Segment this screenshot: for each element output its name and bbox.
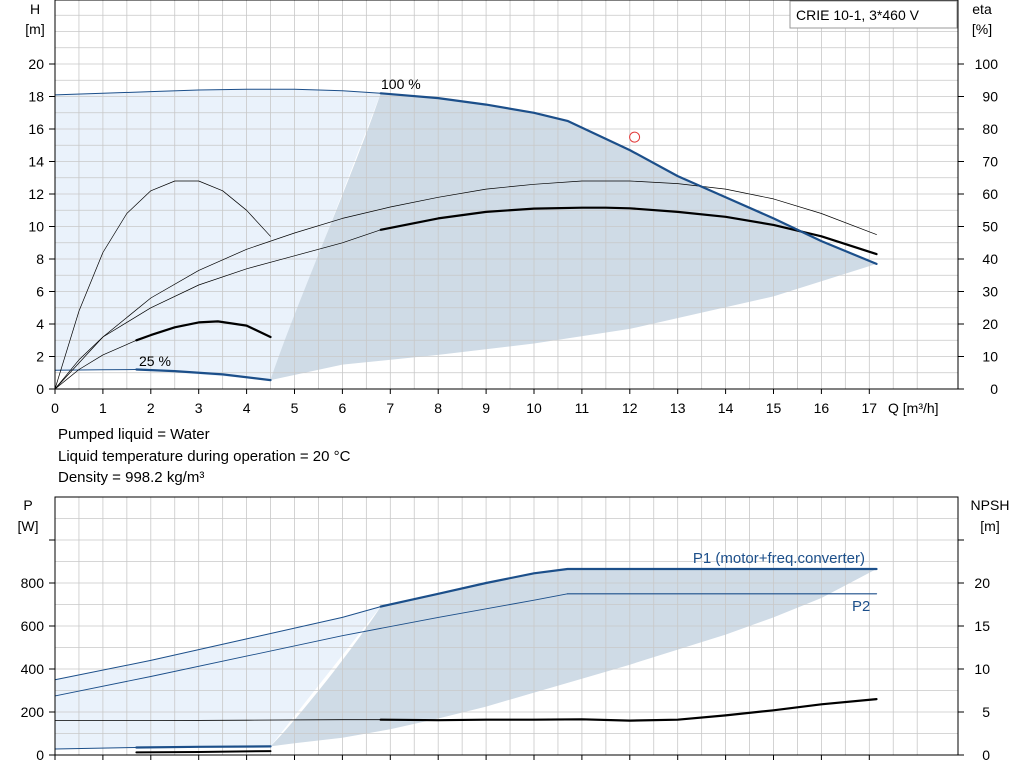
x-tick-label: 7 (386, 400, 394, 416)
bottom-dark-operating-area (270, 569, 877, 747)
x-tick-label: 6 (339, 400, 347, 416)
top-dark-operating-area (270, 93, 877, 381)
eta-curve-min (135, 320, 272, 342)
top-plot-frame (54, 0, 959, 390)
curve-label-25: 25 % (139, 353, 171, 369)
y-tick-label: 4 (36, 316, 44, 332)
eta-curve-max (379, 206, 878, 256)
x-tick-label: 1 (99, 400, 107, 416)
top-y-label-line2: [m] (25, 21, 44, 37)
y-tick-label: 20 (28, 56, 44, 72)
head-efficiency-chart: 0 1 2 3 4 5 6 7 8 9 10 11 12 13 14 15 16 1702468101214161… (25, 0, 998, 416)
y-tick-label: 0 (36, 381, 44, 397)
bottom-y2-label-line2: [m] (980, 518, 999, 534)
y2-tick-label: 30 (982, 284, 998, 300)
head-curve-min-thin (54, 369, 137, 371)
y-tick-label: 8 (36, 251, 44, 267)
y2-tick-label: 50 (982, 219, 998, 235)
curve-label-100: 100 % (381, 76, 421, 92)
head-curve-max-thin (54, 88, 382, 96)
p1-curve (379, 567, 878, 608)
legend-p1: P1 (motor+freq.converter) (693, 550, 865, 567)
x-tick-label: 3 (195, 400, 203, 416)
y2-tick-label: 90 (982, 89, 998, 105)
x-tick-label: 5 (291, 400, 299, 416)
chart-title: CRIE 10-1, 3*460 V (796, 7, 920, 23)
p-tick-label: 400 (21, 661, 45, 677)
head-curve-max (379, 92, 878, 265)
y-tick-label: 2 (36, 349, 44, 365)
npsh-tick-label: 15 (974, 618, 990, 634)
duty-point-marker (629, 131, 641, 143)
y2-tick-label: 20 (982, 316, 998, 332)
x-tick-label: 2 (147, 400, 155, 416)
x-tick-label: 9 (482, 400, 490, 416)
p2-min-curve (135, 750, 272, 754)
x-tick-label: 8 (434, 400, 442, 416)
p-tick-label: 800 (21, 575, 45, 591)
top-y-label-line1: H (30, 1, 40, 17)
x-tick-label: 15 (766, 400, 782, 416)
bottom-light-operating-area (55, 606, 381, 749)
y-tick-label: 16 (28, 121, 44, 137)
npsh-curve-thin (54, 719, 382, 721)
p-tick-label: 0 (36, 747, 44, 763)
npsh-tick-label: 20 (974, 575, 990, 591)
y2-tick-label: 0 (990, 381, 998, 397)
x-tick-label: 12 (622, 400, 638, 416)
y2-tick-label: 100 (975, 56, 999, 72)
bottom-y-label-line1: P (23, 497, 32, 513)
p1-min-curve (135, 745, 272, 749)
info-line-pumped-liquid: Pumped liquid = Water (58, 426, 210, 443)
info-line-density: Density = 998.2 kg/m³ (58, 469, 204, 486)
y-tick-label: 14 (28, 154, 44, 170)
head-curve-min (135, 368, 272, 382)
eta-curve-thin-upper (54, 180, 877, 390)
npsh-curve (379, 698, 878, 722)
y-tick-label: 18 (28, 89, 44, 105)
npsh-tick-label: 5 (982, 704, 990, 720)
x-tick-label: 13 (670, 400, 686, 416)
x-tick-label: 4 (243, 400, 251, 416)
npsh-tick-label: 10 (974, 661, 990, 677)
eta-curve-thin-small (54, 180, 271, 390)
y2-tick-label: 60 (982, 186, 998, 202)
x-tick-label: 17 (862, 400, 878, 416)
y2-tick-label: 10 (982, 349, 998, 365)
p1-curve-thin (54, 606, 382, 681)
x-tick-label: 0 (51, 400, 59, 416)
p-tick-label: 600 (21, 618, 45, 634)
x-tick-label: 14 (718, 400, 734, 416)
top-y2-label-line1: eta (972, 1, 992, 17)
p2-curve-thin (54, 593, 568, 697)
legend-p2: P2 (852, 598, 870, 615)
y-tick-label: 12 (28, 186, 44, 202)
npsh-tick-label: 0 (982, 747, 990, 763)
bottom-y-label-line2: [W] (18, 518, 39, 534)
eta-curve-min-thin (54, 339, 137, 390)
top-y2-label-line2: [%] (972, 21, 992, 37)
title-box (789, 0, 958, 29)
y-tick-label: 10 (28, 219, 44, 235)
top-light-operating-area (55, 89, 381, 381)
x-tick-label: 10 (526, 400, 542, 416)
x-tick-label: 16 (814, 400, 830, 416)
y-tick-label: 6 (36, 284, 44, 300)
eta-curve-max-thin (54, 229, 382, 390)
p-tick-label: 200 (21, 704, 45, 720)
power-npsh-chart: 0 200 400 600 800 0 5 10 15 20 P [W] NPSH [m] P1 … (18, 496, 1010, 763)
y2-tick-label: 40 (982, 251, 998, 267)
y2-tick-label: 80 (982, 121, 998, 137)
x-tick-label: 11 (575, 400, 590, 416)
x-axis-label: Q [m³/h] (888, 400, 939, 416)
bottom-plot-frame (54, 496, 959, 756)
info-line-temperature: Liquid temperature during operation = 20… (58, 448, 351, 465)
bottom-y2-label-line1: NPSH (971, 497, 1010, 513)
liquid-info: Pumped liquid = Water Liquid temperature… (58, 426, 351, 486)
p1-min-curve-thin (54, 747, 137, 750)
y2-tick-label: 70 (982, 154, 998, 170)
